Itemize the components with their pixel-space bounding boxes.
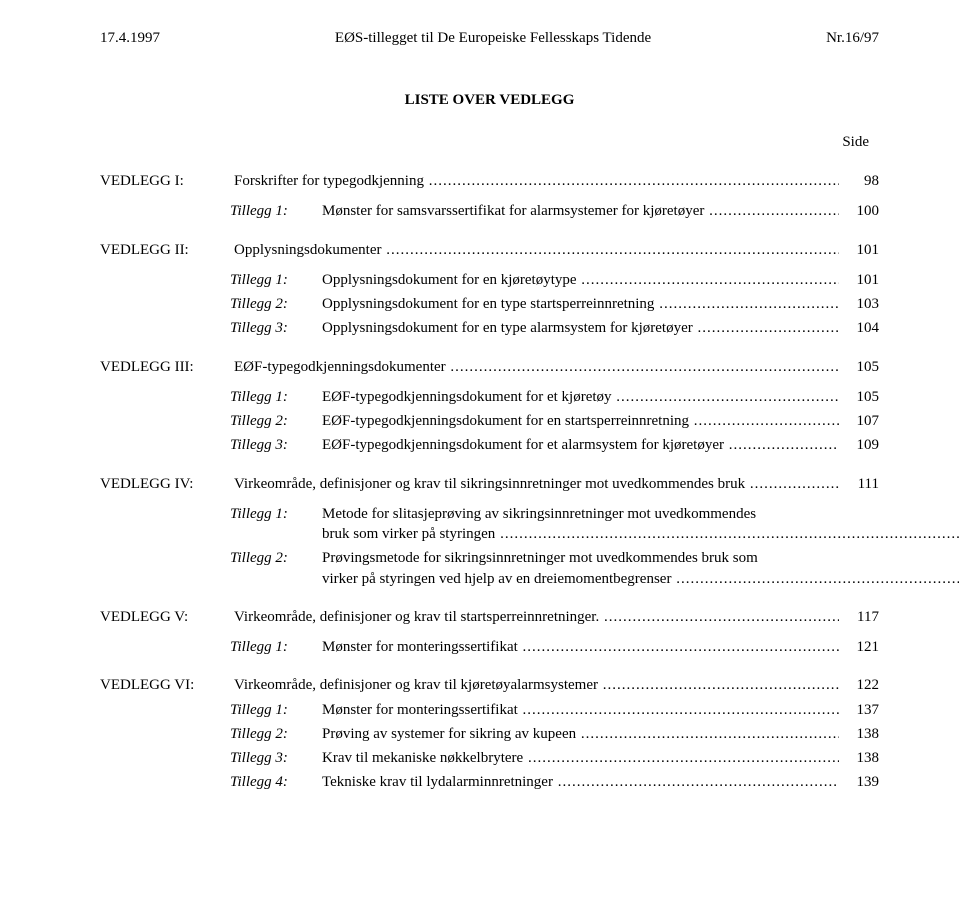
vedlegg-row: VEDLEGG I:Forskrifter for typegodkjennin… xyxy=(100,171,879,191)
vedlegg-label: VEDLEGG II: xyxy=(100,240,234,260)
vedlegg-label: VEDLEGG VI: xyxy=(100,675,234,695)
tillegg-block: Tillegg 1:Mønster for monteringssertifik… xyxy=(230,637,879,657)
tillegg-page: 138 xyxy=(839,724,879,744)
tillegg-label: Tillegg 2: xyxy=(230,724,322,744)
tillegg-page: 100 xyxy=(839,201,879,221)
vedlegg-label: VEDLEGG III: xyxy=(100,357,234,377)
document-page: 17.4.1997 EØS-tillegget til De Europeisk… xyxy=(0,0,959,837)
vedlegg-row: VEDLEGG IV:Virkeområde, definisjoner og … xyxy=(100,474,879,494)
tillegg-row: Tillegg 3:Krav til mekaniske nøkkelbryte… xyxy=(230,748,879,768)
tillegg-page: 109 xyxy=(839,435,879,455)
tillegg-label: Tillegg 2: xyxy=(230,411,322,431)
tillegg-text: Mønster for samsvarssertifikat for alarm… xyxy=(322,201,839,221)
vedlegg-page: 98 xyxy=(839,171,879,191)
tillegg-block: Tillegg 1:Opplysningsdokument for en kjø… xyxy=(230,270,879,339)
tillegg-row: Tillegg 2:Opplysningsdokument for en typ… xyxy=(230,294,879,314)
vedlegg-page: 111 xyxy=(839,474,879,494)
tillegg-row: Tillegg 1:Opplysningsdokument for en kjø… xyxy=(230,270,879,290)
tillegg-label: Tillegg 1: xyxy=(230,387,322,407)
tillegg-block: Tillegg 1:EØF-typegodkjenningsdokument f… xyxy=(230,387,879,456)
tillegg-page: 139 xyxy=(839,772,879,792)
tillegg-page: 103 xyxy=(839,294,879,314)
list-title: LISTE OVER VEDLEGG xyxy=(100,92,879,109)
tillegg-text-line1: Prøvingsmetode for sikringsinnretninger … xyxy=(322,548,959,568)
vedlegg-text: Forskrifter for typegodkjenning xyxy=(234,171,839,191)
tillegg-row: Tillegg 3:EØF-typegodkjenningsdokument f… xyxy=(230,435,879,455)
tillegg-block: Tillegg 1:Mønster for monteringssertifik… xyxy=(230,700,879,793)
tillegg-text: Opplysningsdokument for en type alarmsys… xyxy=(322,318,839,338)
tillegg-label: Tillegg 3: xyxy=(230,318,322,338)
tillegg-page: 107 xyxy=(839,411,879,431)
tillegg-row: Tillegg 1:EØF-typegodkjenningsdokument f… xyxy=(230,387,879,407)
tillegg-page: 121 xyxy=(839,637,879,657)
tillegg-block: Tillegg 1:Mønster for samsvarssertifikat… xyxy=(230,201,879,221)
vedlegg-label: VEDLEGG I: xyxy=(100,171,234,191)
vedlegg-text: Virkeområde, definisjoner og krav til si… xyxy=(234,474,839,494)
table-of-contents: VEDLEGG I:Forskrifter for typegodkjennin… xyxy=(100,171,879,793)
tillegg-row: Tillegg 2:EØF-typegodkjenningsdokument f… xyxy=(230,411,879,431)
tillegg-row: Tillegg 1:Mønster for monteringssertifik… xyxy=(230,700,879,720)
tillegg-label: Tillegg 4: xyxy=(230,772,322,792)
tillegg-row: Tillegg 2:Prøvingsmetode for sikringsinn… xyxy=(230,548,879,589)
tillegg-label: Tillegg 3: xyxy=(230,435,322,455)
tillegg-block: Tillegg 1:Metode for slitasjeprøving av … xyxy=(230,504,879,589)
side-label: Side xyxy=(100,134,879,151)
tillegg-text: Mønster for monteringssertifikat xyxy=(322,637,839,657)
tillegg-text: EØF-typegodkjenningsdokument for en star… xyxy=(322,411,839,431)
tillegg-row: Tillegg 1:Mønster for monteringssertifik… xyxy=(230,637,879,657)
tillegg-page: 138 xyxy=(839,748,879,768)
tillegg-text-line1: Metode for slitasjeprøving av sikringsin… xyxy=(322,504,959,524)
page-header: 17.4.1997 EØS-tillegget til De Europeisk… xyxy=(100,30,879,47)
vedlegg-page: 105 xyxy=(839,357,879,377)
tillegg-text: Prøving av systemer for sikring av kupee… xyxy=(322,724,839,744)
vedlegg-page: 122 xyxy=(839,675,879,695)
tillegg-text: Krav til mekaniske nøkkelbrytere xyxy=(322,748,839,768)
vedlegg-row: VEDLEGG V:Virkeområde, definisjoner og k… xyxy=(100,607,879,627)
vedlegg-page: 117 xyxy=(839,607,879,627)
tillegg-text: Tekniske krav til lydalarminnretninger xyxy=(322,772,839,792)
tillegg-text: Opplysningsdokument for en type startspe… xyxy=(322,294,839,314)
tillegg-row: Tillegg 1:Mønster for samsvarssertifikat… xyxy=(230,201,879,221)
tillegg-row: Tillegg 1:Metode for slitasjeprøving av … xyxy=(230,504,879,545)
tillegg-text: Mønster for monteringssertifikat xyxy=(322,700,839,720)
vedlegg-text: Virkeområde, definisjoner og krav til kj… xyxy=(234,675,839,695)
vedlegg-row: VEDLEGG VI:Virkeområde, definisjoner og … xyxy=(100,675,879,695)
tillegg-row: Tillegg 4:Tekniske krav til lydalarminnr… xyxy=(230,772,879,792)
tillegg-row: Tillegg 2:Prøving av systemer for sikrin… xyxy=(230,724,879,744)
vedlegg-page: 101 xyxy=(839,240,879,260)
vedlegg-label: VEDLEGG IV: xyxy=(100,474,234,494)
tillegg-page: 104 xyxy=(839,318,879,338)
header-title: EØS-tillegget til De Europeiske Fellessk… xyxy=(335,30,651,47)
tillegg-text-line2: bruk som virker på styringen xyxy=(322,524,959,544)
tillegg-label: Tillegg 1: xyxy=(230,700,322,720)
tillegg-text: EØF-typegodkjenningsdokument for et kjør… xyxy=(322,387,839,407)
tillegg-row: Tillegg 3:Opplysningsdokument for en typ… xyxy=(230,318,879,338)
tillegg-label: Tillegg 2: xyxy=(230,294,322,314)
tillegg-label: Tillegg 1: xyxy=(230,637,322,657)
vedlegg-text: Virkeområde, definisjoner og krav til st… xyxy=(234,607,839,627)
tillegg-page: 137 xyxy=(839,700,879,720)
vedlegg-text: EØF-typegodkjenningsdokumenter xyxy=(234,357,839,377)
tillegg-label: Tillegg 3: xyxy=(230,748,322,768)
tillegg-text: EØF-typegodkjenningsdokument for et alar… xyxy=(322,435,839,455)
tillegg-page: 105 xyxy=(839,387,879,407)
tillegg-label: Tillegg 1: xyxy=(230,270,322,290)
tillegg-label: Tillegg 1: xyxy=(230,504,322,524)
tillegg-page: 101 xyxy=(839,270,879,290)
tillegg-label: Tillegg 2: xyxy=(230,548,322,568)
header-date: 17.4.1997 xyxy=(100,30,160,47)
tillegg-text: Opplysningsdokument for en kjøretøytype xyxy=(322,270,839,290)
tillegg-label: Tillegg 1: xyxy=(230,201,322,221)
vedlegg-row: VEDLEGG III:EØF-typegodkjenningsdokument… xyxy=(100,357,879,377)
vedlegg-text: Opplysningsdokumenter xyxy=(234,240,839,260)
vedlegg-label: VEDLEGG V: xyxy=(100,607,234,627)
tillegg-text-line2: virker på styringen ved hjelp av en drei… xyxy=(322,569,959,589)
vedlegg-row: VEDLEGG II:Opplysningsdokumenter101 xyxy=(100,240,879,260)
header-issue: Nr.16/97 xyxy=(826,30,879,47)
